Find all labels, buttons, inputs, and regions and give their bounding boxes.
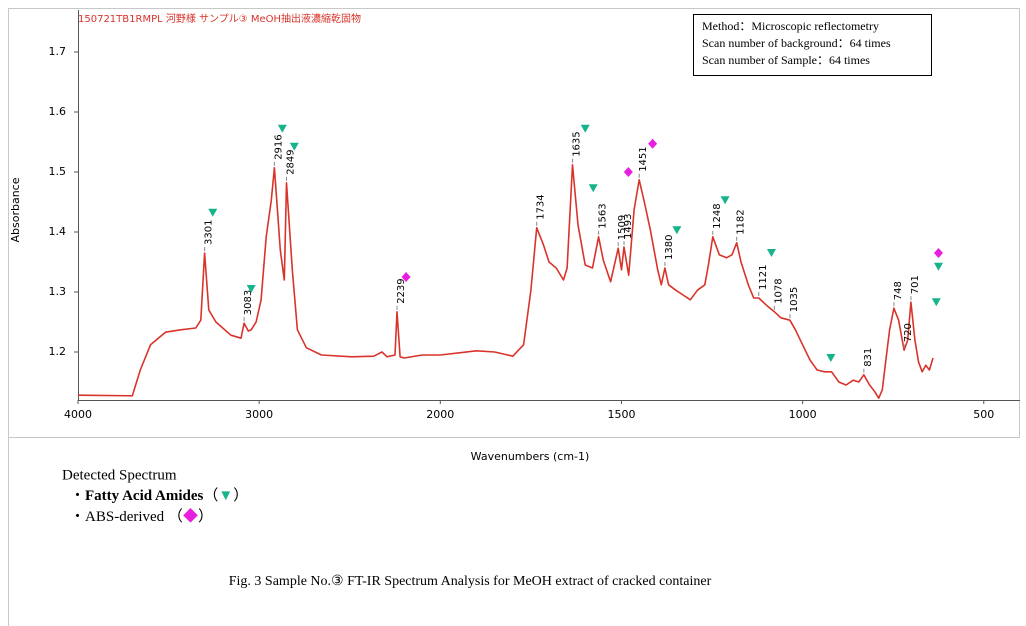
chart-frame — [8, 8, 1020, 438]
legend-bullet: ・ — [70, 488, 85, 504]
marker — [277, 124, 287, 133]
legend-close: ） — [233, 487, 248, 504]
legend-name: Fatty Acid Amides — [85, 488, 203, 504]
peak-label: 701 — [910, 275, 921, 294]
x-tick-label: 2000 — [426, 408, 454, 421]
x-tick-label: 500 — [973, 408, 994, 421]
legend-name: ABS-derived — [85, 509, 165, 525]
marker — [672, 226, 682, 235]
info-line: Scan number of Sample：64 times — [702, 53, 870, 67]
marker — [720, 196, 730, 205]
marker — [401, 272, 411, 282]
peak-label: 1035 — [789, 287, 800, 312]
legend-title: Detected Spectrum — [62, 467, 177, 483]
peak-label: 1734 — [536, 194, 547, 219]
peak-label: 3083 — [243, 290, 254, 315]
chart-title: 150721TB1RMPL 河野様 サンプル③ MeOH抽出液濃縮乾固物 — [78, 12, 361, 25]
peak-label: 1635 — [572, 131, 583, 156]
y-axis-label: Absorbance — [9, 177, 22, 242]
y-tick-label: 1.5 — [49, 165, 67, 178]
marker — [246, 285, 256, 293]
caption: Fig. 3 Sample No.③ FT-IR Spectrum Analys… — [229, 574, 712, 589]
legend-symbol: ▼ — [218, 488, 233, 504]
legend-open: （ — [203, 487, 218, 504]
peak-label: 2849 — [286, 149, 297, 174]
y-tick-label: 1.4 — [49, 225, 67, 238]
peak-label: 1509 — [617, 215, 628, 240]
peak-label: 831 — [863, 348, 874, 367]
peak-label: 1493 — [623, 214, 634, 239]
x-tick-label: 1500 — [607, 408, 635, 421]
peak-label: 1451 — [638, 146, 649, 171]
info-line: Scan number of background：64 times — [702, 36, 891, 50]
x-tick-label: 4000 — [64, 408, 92, 421]
spectrum-line — [77, 164, 934, 399]
y-tick-label: 1.6 — [49, 105, 67, 118]
peak-label: 3301 — [204, 220, 215, 245]
peak-label: 1121 — [758, 265, 769, 290]
legend-bullet: ・ — [70, 509, 85, 525]
peak-label: 1182 — [736, 209, 747, 234]
marker — [623, 167, 633, 177]
marker — [208, 208, 218, 217]
marker — [766, 249, 776, 257]
peak-label: 1563 — [598, 203, 609, 228]
marker — [933, 262, 943, 271]
x-tick-label: 1000 — [789, 408, 817, 421]
peak-label: 1248 — [712, 203, 723, 228]
marker — [931, 298, 941, 307]
info-box — [693, 14, 932, 76]
peak-label: 720 — [903, 323, 914, 342]
x-axis-label: Wavenumbers (cm-1) — [471, 450, 590, 463]
y-tick-label: 1.2 — [49, 345, 67, 358]
marker — [648, 138, 658, 149]
marker — [826, 354, 836, 362]
peak-label: 748 — [893, 281, 904, 300]
peak-label: 2239 — [396, 278, 407, 303]
peak-label: 2916 — [273, 134, 284, 159]
legend-open: （ — [164, 508, 183, 525]
legend-symbol: ◆ — [183, 508, 198, 525]
x-tick-label: 3000 — [245, 408, 273, 421]
peak-label: 1380 — [664, 235, 675, 260]
marker — [580, 124, 590, 133]
legend-close: ） — [198, 508, 213, 525]
y-tick-label: 1.7 — [49, 45, 67, 58]
marker — [289, 142, 299, 151]
marker — [933, 248, 943, 258]
info-line: Method：Microscopic reflectometry — [702, 19, 879, 33]
y-tick-label: 1.3 — [49, 285, 67, 298]
legend-item: ・ABS-derived （◆） — [70, 508, 213, 525]
legend-item: ・Fatty Acid Amides（▼） — [70, 487, 248, 504]
marker — [588, 184, 598, 193]
peak-label: 1078 — [773, 278, 784, 303]
